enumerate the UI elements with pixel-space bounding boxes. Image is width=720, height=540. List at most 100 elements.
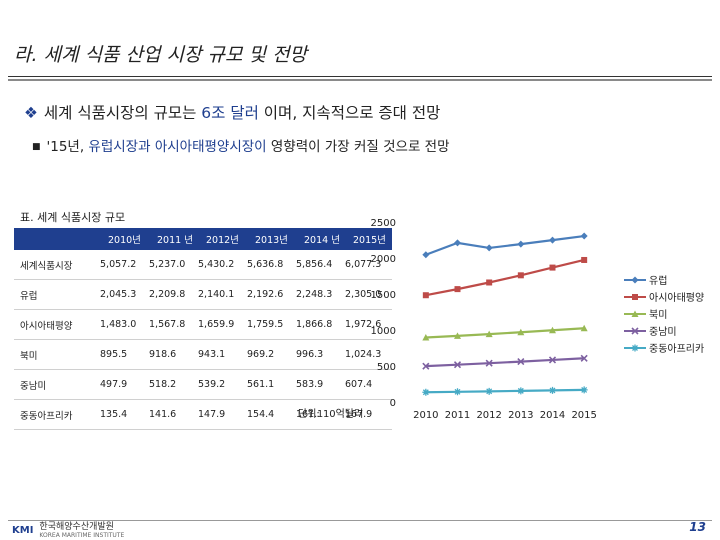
table-cell: 996.3 (296, 349, 324, 360)
y-tick-label: 1000 (371, 326, 396, 337)
data-point (453, 361, 462, 369)
data-point (631, 327, 639, 335)
data-point (485, 330, 493, 338)
table-cell: 895.5 (100, 349, 128, 360)
series-line (425, 258, 585, 297)
bullet-sub-highlight: 유럽시장과 아시아태평양시장이 (88, 139, 267, 155)
x-tick-label: 2010 (413, 410, 438, 421)
row-label: 중동아프리카 (20, 410, 73, 422)
series-line (425, 357, 585, 368)
bullet-main-highlight: 6조 달러 (201, 104, 259, 122)
data-point (486, 279, 493, 286)
market-size-table: 2010년 2011 년 2012년 2013년 2014 년 2015년 세계… (14, 228, 392, 430)
series-line (425, 327, 585, 339)
x-tick-label: 2011 (445, 410, 470, 421)
footer-divider (8, 520, 712, 521)
data-point (517, 272, 524, 279)
year-header: 2012년 (196, 228, 245, 250)
series-line (425, 234, 585, 256)
table-cell: 135.4 (100, 409, 128, 420)
data-point (580, 232, 588, 240)
data-point (454, 286, 461, 293)
table-cell: 167.9 (345, 409, 373, 420)
table-cell: 5,057.2 (100, 259, 137, 270)
data-point (517, 328, 525, 336)
logo-subtext: KOREA MARITIME INSTITUTE (39, 532, 125, 539)
row-label: 중남미 (20, 380, 47, 392)
diamond-bullet-icon: ❖ (24, 104, 38, 122)
table-cell: 607.4 (345, 379, 373, 390)
x-tick-label: 2012 (476, 410, 501, 421)
data-point (454, 239, 461, 247)
bullet-sub: ■ '15년, 유럽시장과 아시아태평양시장이 영향력이 가장 커질 것으로 전망 (32, 135, 450, 155)
table-caption: 표. 세계 식품시장 규모 (20, 211, 126, 224)
bullet-sub-text-pre: '15년, (46, 139, 89, 155)
data-point (581, 256, 588, 263)
bullet-main: ❖ 세계 식품시장의 규모는 6조 달러 이며, 지속적으로 증대 전망 (24, 101, 440, 123)
table-cell: 2,248.3 (296, 289, 333, 300)
row-label: 아시아태평양 (20, 320, 73, 332)
table-cell: 161.1 (296, 409, 324, 420)
table-cell: 141.6 (149, 409, 177, 420)
logo-text: 한국해양수산개발원 (39, 522, 114, 532)
year-header: 2011 년 (147, 228, 196, 250)
bullet-main-text-pre: 세계 식품시장의 규모는 (43, 104, 202, 122)
table-cell: 583.9 (296, 379, 324, 390)
table-row: 유럽 2,045.3 2,209.8 2,140.1 2,192.6 2,248.3 2,3… (14, 280, 392, 310)
row-label: 북미 (20, 350, 38, 362)
table-cell: 5,430.2 (198, 259, 235, 270)
table-cell: 2,192.6 (247, 289, 284, 300)
data-point (454, 332, 461, 339)
table-cell: 1,972.6 (345, 319, 382, 330)
data-point (422, 362, 430, 370)
x-tick-label: 2014 (540, 410, 565, 421)
year-header: 2013년 (245, 228, 294, 250)
table-cell: 539.2 (198, 379, 226, 390)
y-tick-label: 0 (390, 398, 396, 409)
table-cell: 1,759.5 (247, 319, 284, 330)
table-cell: 2,209.8 (149, 289, 186, 300)
data-point (548, 356, 557, 364)
table-cell: 5,636.8 (247, 259, 284, 270)
table-cell: 5,856.4 (296, 259, 333, 270)
table-cell: 2,305.0 (345, 289, 382, 300)
table-cell: 969.2 (247, 349, 275, 360)
legend-label: 중남미 (649, 326, 677, 338)
bullet-main-text-post: 이며, 지속적으로 증대 전망 (258, 104, 441, 122)
table-cell: 918.6 (149, 349, 177, 360)
data-point (580, 386, 588, 394)
table-cell: 1,659.9 (198, 319, 235, 330)
data-point (631, 344, 639, 352)
data-point (549, 386, 556, 394)
data-point (485, 387, 493, 395)
table-row: 중동아프리카 135.4 141.6 147.9 154.4 161.1 167.9 (14, 400, 392, 430)
table-cell: 5,237.0 (149, 259, 186, 270)
table-row: 중남미 497.9 518.2 539.2 561.1 583.9 607.4 (14, 370, 392, 400)
table-row: 아시아태평양 1,483.0 1,567.8 1,659.9 1,759.5 1,866.… (14, 310, 392, 340)
table-cell: 2,045.3 (100, 289, 137, 300)
table-cell: 1,483.0 (100, 319, 137, 330)
data-point (580, 354, 588, 362)
data-point (517, 358, 525, 366)
data-point (632, 294, 638, 300)
y-tick-label: 500 (377, 362, 396, 373)
title-divider-thick (8, 79, 712, 81)
table-cell: 6,077.3 (345, 259, 382, 270)
table-cell: 943.1 (198, 349, 226, 360)
legend-label: 아시아태평양 (649, 292, 704, 304)
kmi-logo: KMI 한국해양수산개발원 KOREA MARITIME INSTITUTE (12, 522, 124, 539)
data-point (422, 388, 430, 396)
data-point (631, 310, 639, 317)
table-row: 세계식품시장 5,057.2 5,237.0 5,430.2 5,636.8 5,856.… (14, 250, 392, 280)
slide-title: 라. 세계 식품 산업 시장 규모 및 전망 (14, 44, 308, 66)
y-tick-label: 1500 (371, 290, 396, 301)
data-point (631, 276, 639, 284)
year-header: 2010년 (98, 228, 147, 250)
table-cell: 1,024.3 (345, 349, 382, 360)
row-label: 유럽 (20, 290, 38, 302)
data-point (517, 387, 525, 395)
table-cell: 497.9 (100, 379, 128, 390)
legend-label: 중동아프리카 (649, 343, 704, 355)
table-cell: 154.4 (247, 409, 275, 420)
data-point (485, 359, 493, 367)
